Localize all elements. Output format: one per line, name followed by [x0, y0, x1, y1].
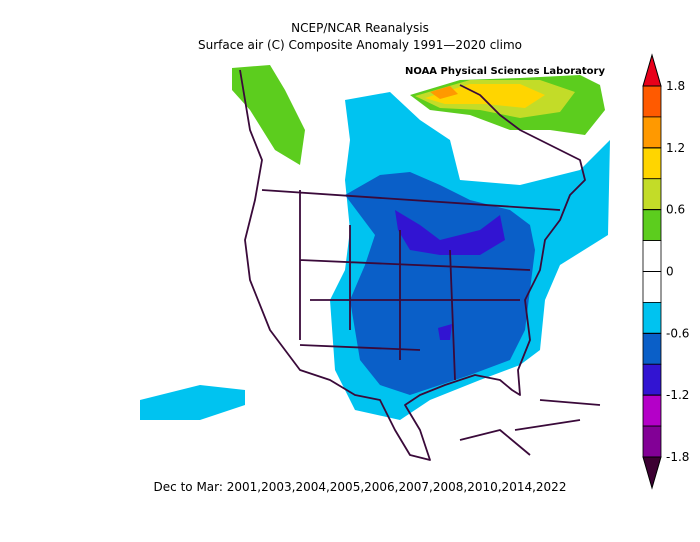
colorbar-label: 1.2: [666, 141, 685, 155]
colorbar-label: -0.6: [666, 326, 689, 340]
colorbar-segment: [642, 363, 662, 396]
colorbar-segment: [642, 178, 662, 211]
colorbar-segment: [642, 302, 662, 334]
coastlines: [239, 69, 601, 461]
colorbar-label: 0.6: [666, 203, 685, 217]
subtitle: Surface air (C) Composite Anomaly 1991—2…: [198, 38, 522, 52]
colorbar-label: 1.8: [666, 79, 685, 93]
colorbar-label: -1.8: [666, 450, 689, 464]
colorbar-segment: [642, 394, 662, 427]
colorbar: 1.8 1.2 0.6 0 -0.6 -1.2 -1.8: [642, 53, 689, 490]
colorbar-segment: [642, 332, 662, 365]
colorbar-segment: [642, 271, 662, 303]
colorbar-label: 0: [666, 265, 674, 279]
colorbar-arrow: [642, 53, 662, 87]
colorbar-segment: [642, 147, 662, 180]
title: NCEP/NCAR Reanalysis: [291, 21, 429, 35]
anomaly-field: [140, 65, 610, 420]
colorbar-label: -1.2: [666, 388, 689, 402]
colorbar-segment: [642, 85, 662, 118]
colorbar-segment: [642, 240, 662, 272]
colorbar-segment: [642, 209, 662, 241]
colorbar-arrow: [642, 456, 662, 490]
colorbar-segment: [642, 425, 662, 458]
colorbar-segment: [642, 116, 662, 149]
credit: NOAA Physical Sciences Laboratory: [405, 66, 606, 77]
footer: Dec to Mar: 2001,2003,2004,2005,2006,200…: [154, 480, 567, 494]
